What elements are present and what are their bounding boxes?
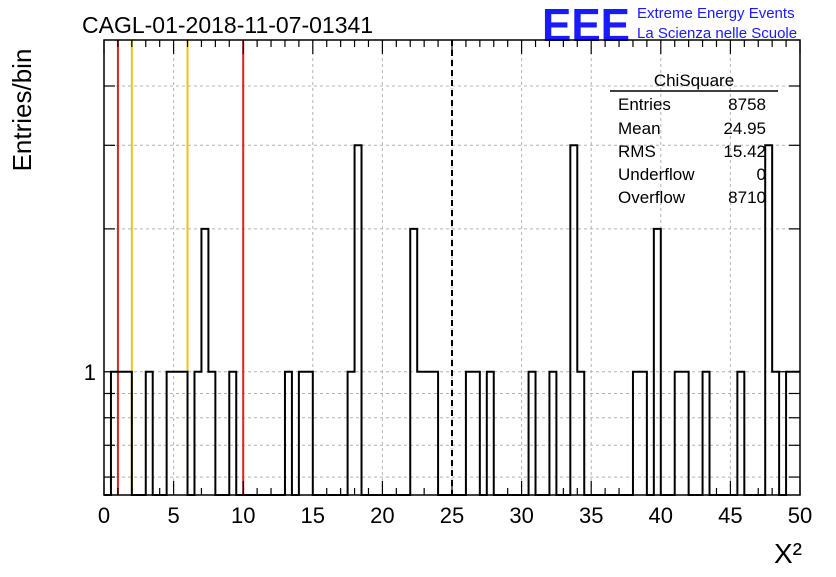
x-tick-label: 20 — [370, 503, 394, 528]
stats-value-underflow: 0 — [757, 165, 766, 184]
x-tick-label: 5 — [167, 503, 179, 528]
x-tick-label: 25 — [440, 503, 464, 528]
stats-label-underflow: Underflow — [618, 165, 695, 184]
axis-ticks — [103, 40, 801, 495]
x-tick-label: 0 — [98, 503, 110, 528]
stats-value-overflow: 8710 — [728, 188, 766, 207]
x-tick-label: 50 — [788, 503, 812, 528]
x-tick-label: 35 — [579, 503, 603, 528]
x-tick-label: 40 — [649, 503, 673, 528]
y-axis-label: Entries/bin — [7, 49, 37, 172]
eee-logo: EEE — [542, 0, 630, 51]
stats-value-rms: 15.42 — [723, 142, 766, 161]
stats-label-entries: Entries — [618, 95, 671, 114]
y-tick-label: 1 — [84, 360, 96, 385]
logo-line-1: Extreme Energy Events — [637, 5, 795, 22]
stats-value-mean: 24.95 — [723, 119, 766, 138]
stats-label-rms: RMS — [618, 142, 656, 161]
logo-line-2: La Scienza nelle Scuole — [637, 25, 797, 42]
stats-label-overflow: Overflow — [618, 188, 686, 207]
x-axis-label: X² — [774, 538, 802, 569]
chart-title: CAGL-01-2018-11-07-01341 — [82, 12, 373, 38]
x-tick-label: 15 — [301, 503, 325, 528]
stats-value-entries: 8758 — [728, 95, 766, 114]
x-tick-label: 10 — [231, 503, 255, 528]
stats-label-mean: Mean — [618, 119, 661, 138]
stats-box: ChiSquare Entries 8758 Mean 24.95 RMS 15… — [610, 71, 778, 207]
stats-title: ChiSquare — [654, 71, 734, 90]
y-tick-labels: 1 — [84, 360, 96, 385]
x-tick-labels: 0 5 10 15 20 25 30 35 40 45 50 — [98, 503, 812, 528]
x-tick-label: 45 — [718, 503, 742, 528]
x-tick-label: 30 — [509, 503, 533, 528]
